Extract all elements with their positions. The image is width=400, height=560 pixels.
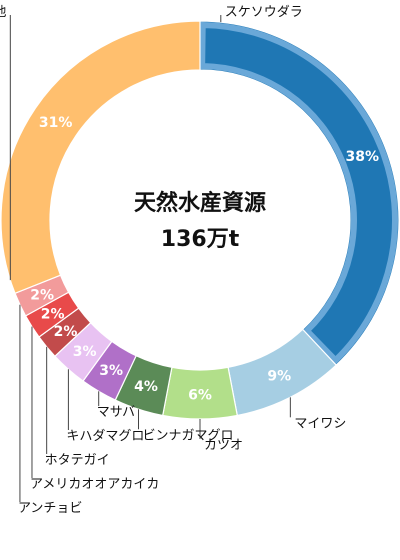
slice-6-name-label: ホタテガイ — [45, 453, 110, 468]
slice-0 — [199, 20, 400, 366]
slice-6-percent-label: 2% — [54, 324, 78, 340]
slice-0-percent-label: 38% — [345, 149, 379, 165]
slice-5-name-label: キハダマグロ — [66, 429, 144, 444]
slice-9-percent-label: 31% — [39, 115, 73, 131]
slice-0-name-label: スケソウダラ — [225, 5, 303, 20]
slice-4-name-label: マサバ — [97, 405, 135, 420]
leader-lines-layer — [9, 15, 291, 502]
slice-1-percent-label: 9% — [267, 368, 291, 384]
slice-5-percent-label: 3% — [73, 344, 97, 360]
slice-2-name-label: カツオ — [204, 438, 243, 453]
slice-7-percent-label: 2% — [41, 307, 65, 323]
labels-layer: 38% スケソウダラ 9% マイワシ 6% カツオ 4% ビンナガマグロ 3% マサバ 3% キハダマ… — [0, 5, 379, 516]
slices-layer — [0, 20, 400, 420]
center-value: 136万t — [161, 227, 240, 252]
slice-8-percent-label: 2% — [30, 287, 54, 303]
slice-3-percent-label: 4% — [134, 379, 158, 395]
slice-1-name-label: マイワシ — [294, 416, 346, 431]
center-title: 天然水産資源 — [134, 190, 266, 216]
slice-8-name-label: アンチョビ — [18, 501, 82, 516]
slice-3-name-label: ビンナガマグロ — [143, 428, 234, 443]
slice-4-percent-label: 3% — [99, 363, 123, 379]
slice-7-name-label: アメリカオオアカイカ — [30, 477, 159, 492]
slice-0-highlight — [199, 21, 398, 365]
slice-2-percent-label: 6% — [188, 388, 212, 404]
slice-9-name-label: その他 — [0, 5, 6, 20]
slice-9 — [0, 20, 201, 295]
